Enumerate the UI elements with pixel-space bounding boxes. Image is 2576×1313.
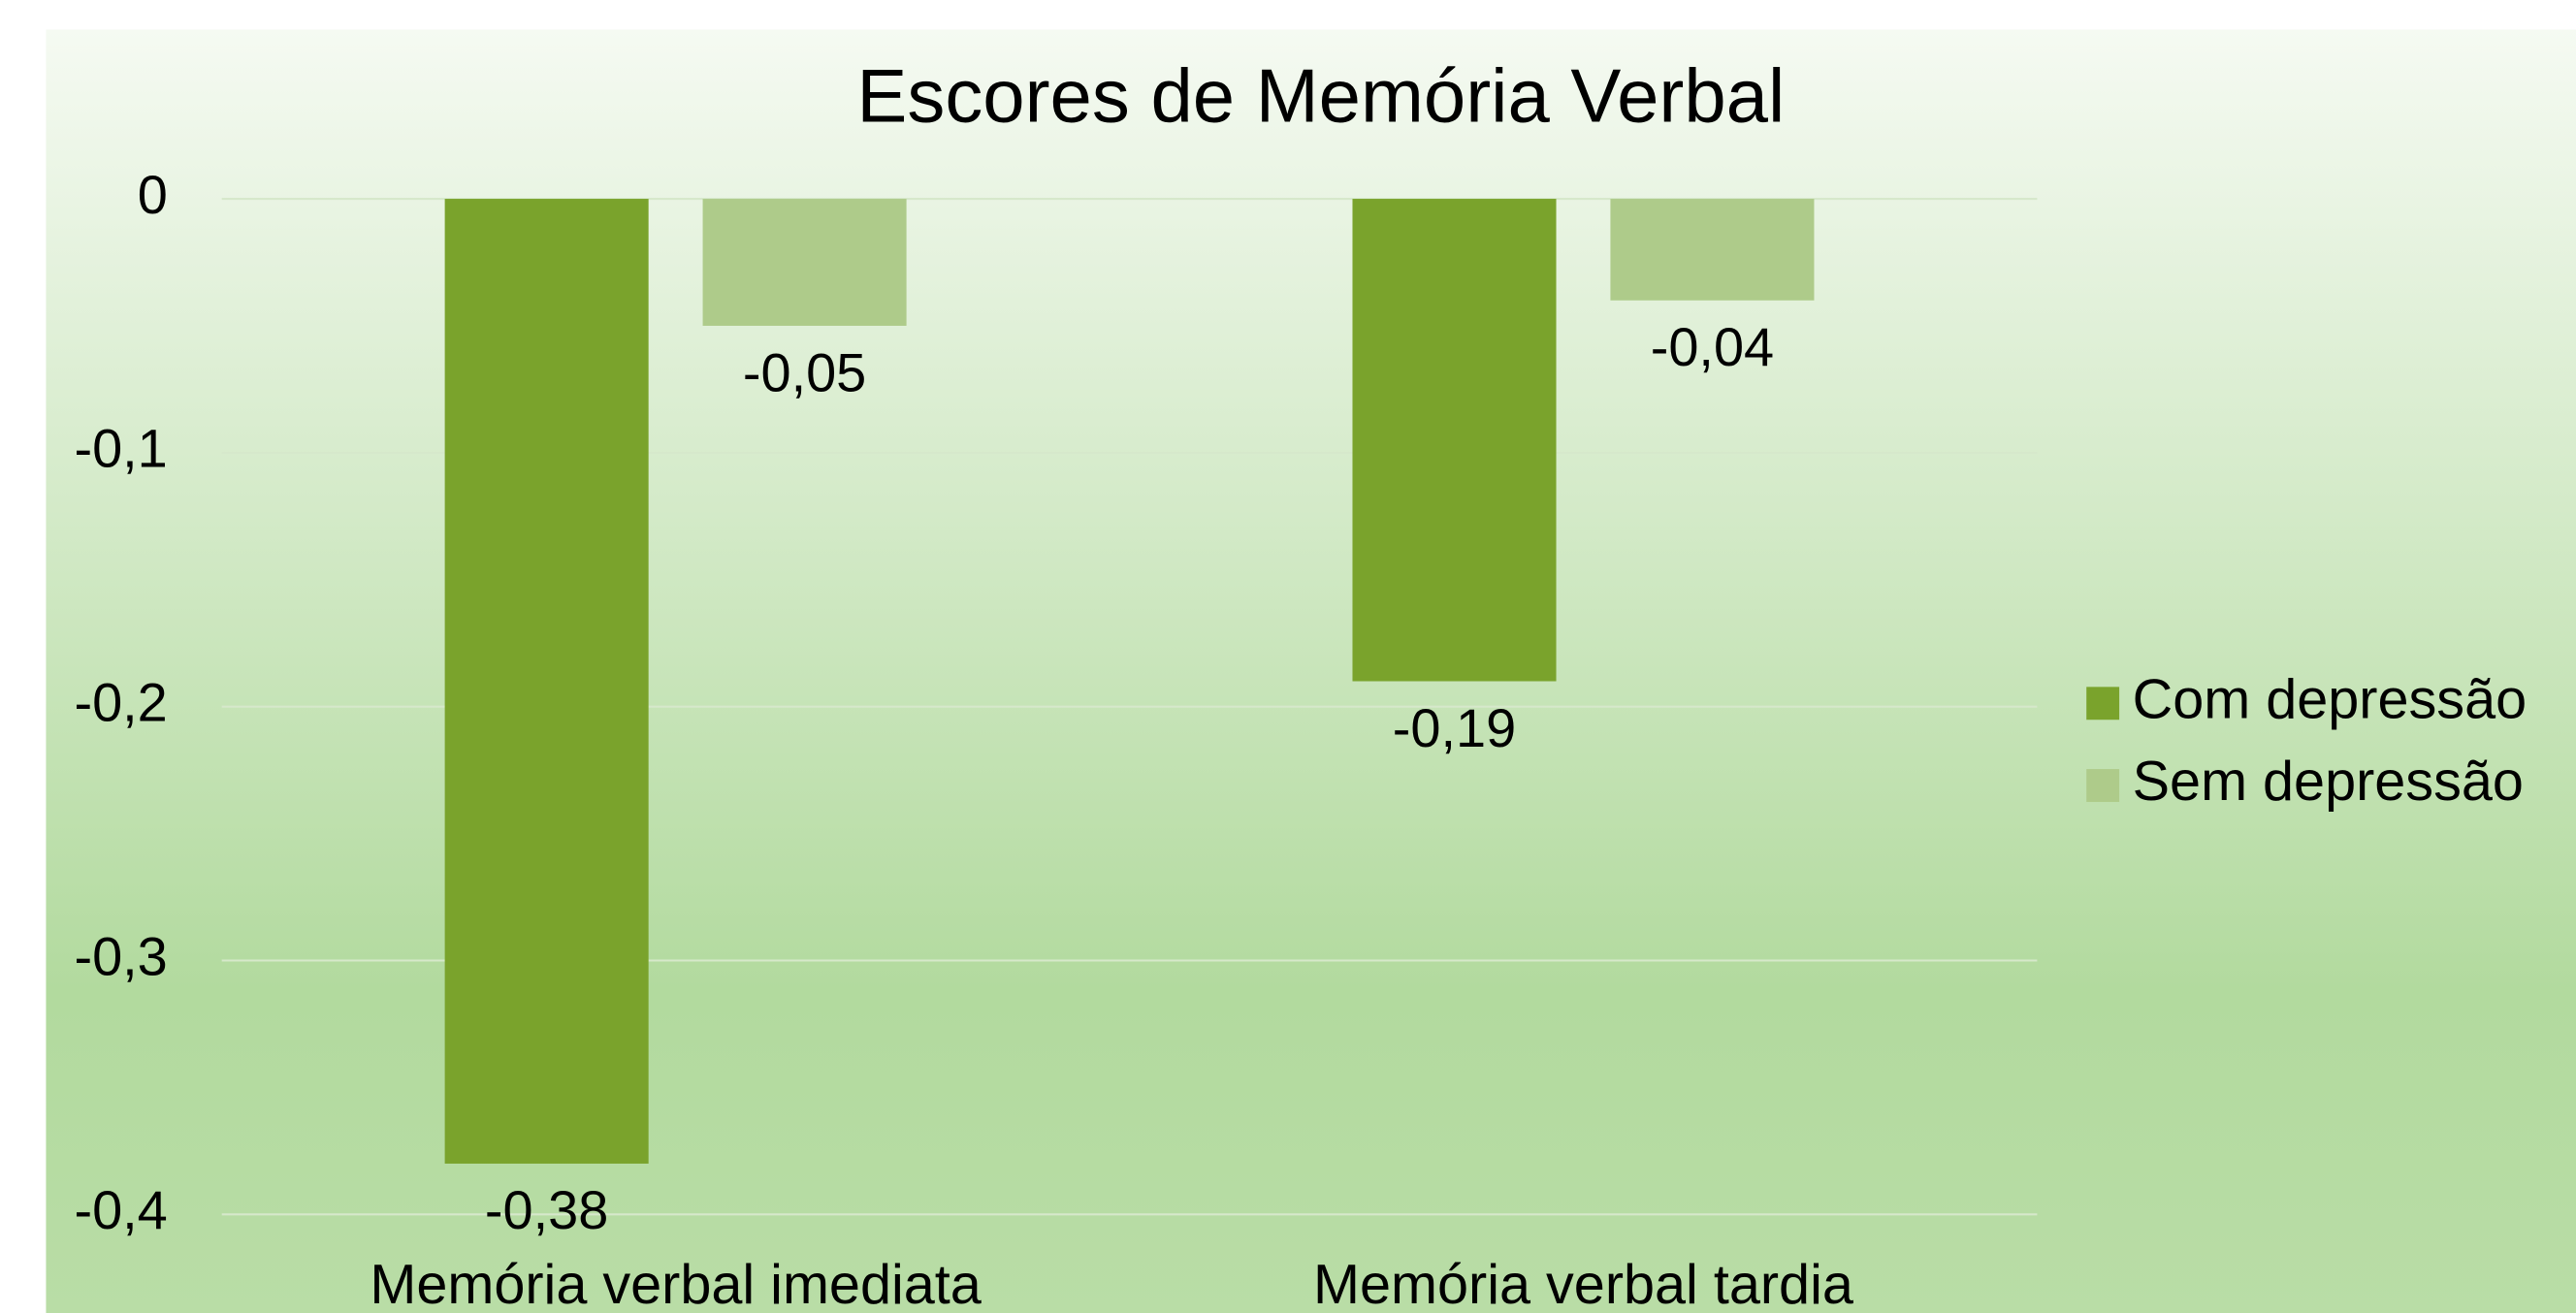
legend-label: Com depressão [2133, 669, 2527, 731]
bar [444, 199, 649, 1164]
y-tick-label: -0,1 [74, 418, 167, 479]
legend-label: Sem depressão [2133, 751, 2524, 813]
chart-title: Escores de Memória Verbal [856, 53, 1785, 139]
bar [1610, 199, 1815, 301]
legend-swatch [2086, 769, 2120, 802]
bar [1352, 199, 1557, 682]
x-tick-label: Memória verbal tardia [1313, 1254, 1854, 1313]
bar [702, 199, 907, 326]
data-label: -0,05 [743, 341, 866, 402]
y-tick-label: -0,4 [74, 1179, 167, 1240]
data-label: -0,19 [1393, 697, 1516, 758]
y-tick-label: -0,2 [74, 671, 167, 732]
data-label: -0,04 [1651, 316, 1774, 377]
y-tick-label: -0,3 [74, 925, 167, 986]
x-tick-label: Memória verbal imediata [370, 1254, 982, 1313]
legend-swatch [2086, 687, 2120, 721]
data-label: -0,38 [485, 1179, 608, 1240]
y-tick-label: 0 [138, 164, 168, 225]
